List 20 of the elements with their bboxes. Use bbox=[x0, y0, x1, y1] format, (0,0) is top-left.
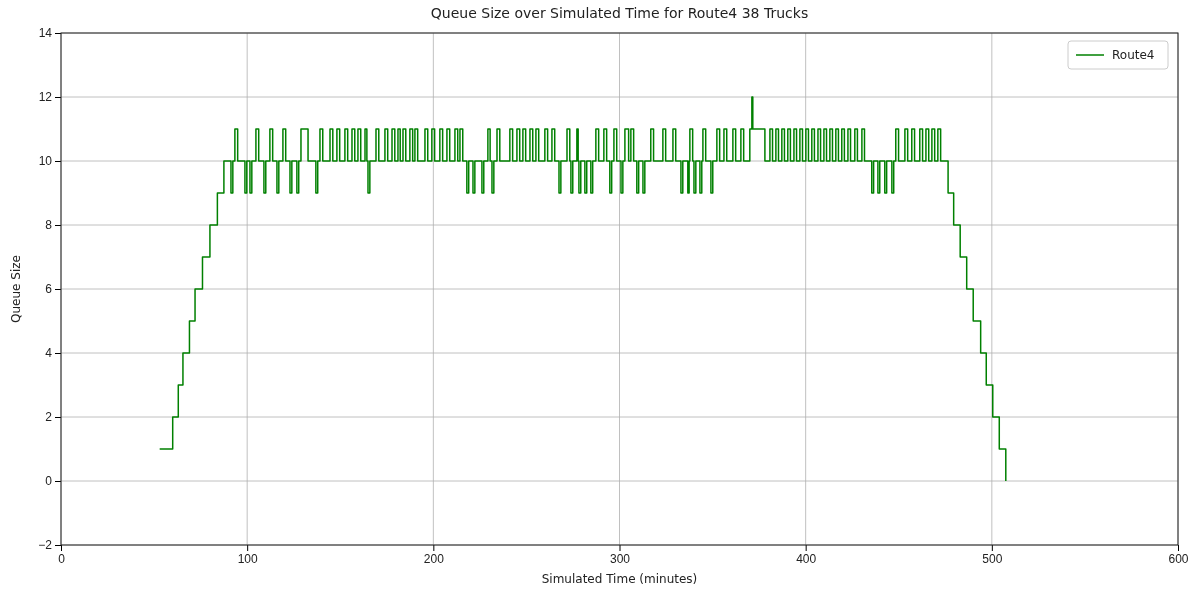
y-tick-label: −2 bbox=[38, 538, 53, 553]
y-tick-label: 14 bbox=[38, 26, 53, 41]
x-tick-label: 600 bbox=[1168, 551, 1189, 566]
y-tick-label: 4 bbox=[45, 346, 53, 361]
legend-label: Route4 bbox=[1112, 48, 1155, 62]
y-tick-label: 0 bbox=[45, 474, 53, 489]
x-tick-label: 300 bbox=[609, 551, 631, 566]
x-tick-label: 0 bbox=[58, 551, 66, 566]
y-axis-title: Queue Size bbox=[9, 255, 23, 323]
y-tick-label: 6 bbox=[45, 282, 53, 297]
x-tick-label: 200 bbox=[423, 551, 445, 566]
y-tick-label: 12 bbox=[38, 90, 53, 105]
x-axis-title: Simulated Time (minutes) bbox=[541, 572, 698, 586]
y-tick-label: 8 bbox=[45, 218, 53, 233]
x-tick-label: 500 bbox=[982, 551, 1003, 566]
x-tick-label: 400 bbox=[796, 551, 817, 566]
y-tick-label: 10 bbox=[38, 154, 53, 169]
x-tick-label: 100 bbox=[237, 551, 258, 566]
chart-title: Queue Size over Simulated Time for Route4 38 Trucks bbox=[430, 5, 809, 21]
y-tick-label: 2 bbox=[45, 410, 53, 425]
